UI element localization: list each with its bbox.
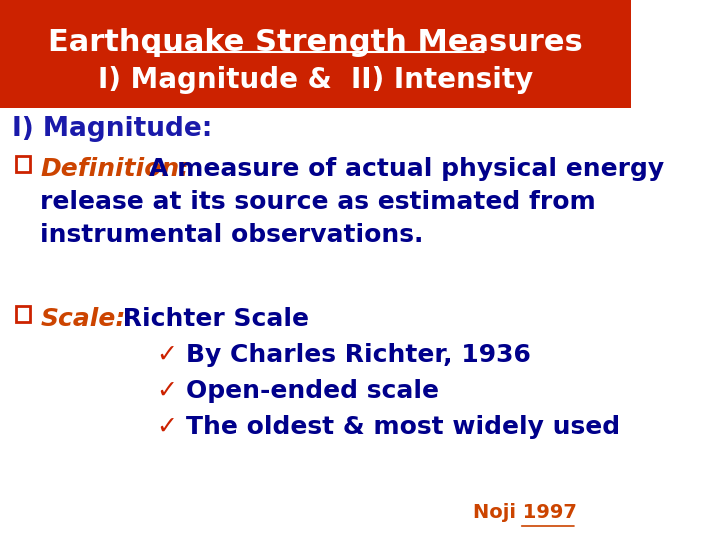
FancyBboxPatch shape [0,0,631,108]
Text: Definition:: Definition: [40,157,189,181]
FancyBboxPatch shape [16,306,30,322]
Text: Open-ended scale: Open-ended scale [186,379,438,403]
Text: instrumental observations.: instrumental observations. [40,223,423,247]
FancyBboxPatch shape [16,156,30,172]
Text: ✓: ✓ [156,415,177,439]
Text: Earthquake Strength Measures: Earthquake Strength Measures [48,28,583,57]
Text: Noji 1997: Noji 1997 [473,503,577,522]
Text: The oldest & most widely used: The oldest & most widely used [186,415,620,439]
Text: release at its source as estimated from: release at its source as estimated from [40,190,596,214]
Text: A measure of actual physical energy: A measure of actual physical energy [149,157,664,181]
Text: Richter Scale: Richter Scale [114,307,309,331]
Text: Scale:: Scale: [40,307,126,331]
Text: ✓: ✓ [156,343,177,367]
Text: ✓: ✓ [156,379,177,403]
Text: I) Magnitude &  II) Intensity: I) Magnitude & II) Intensity [98,66,534,94]
Text: I) Magnitude:: I) Magnitude: [12,116,212,142]
Text: By Charles Richter, 1936: By Charles Richter, 1936 [186,343,531,367]
